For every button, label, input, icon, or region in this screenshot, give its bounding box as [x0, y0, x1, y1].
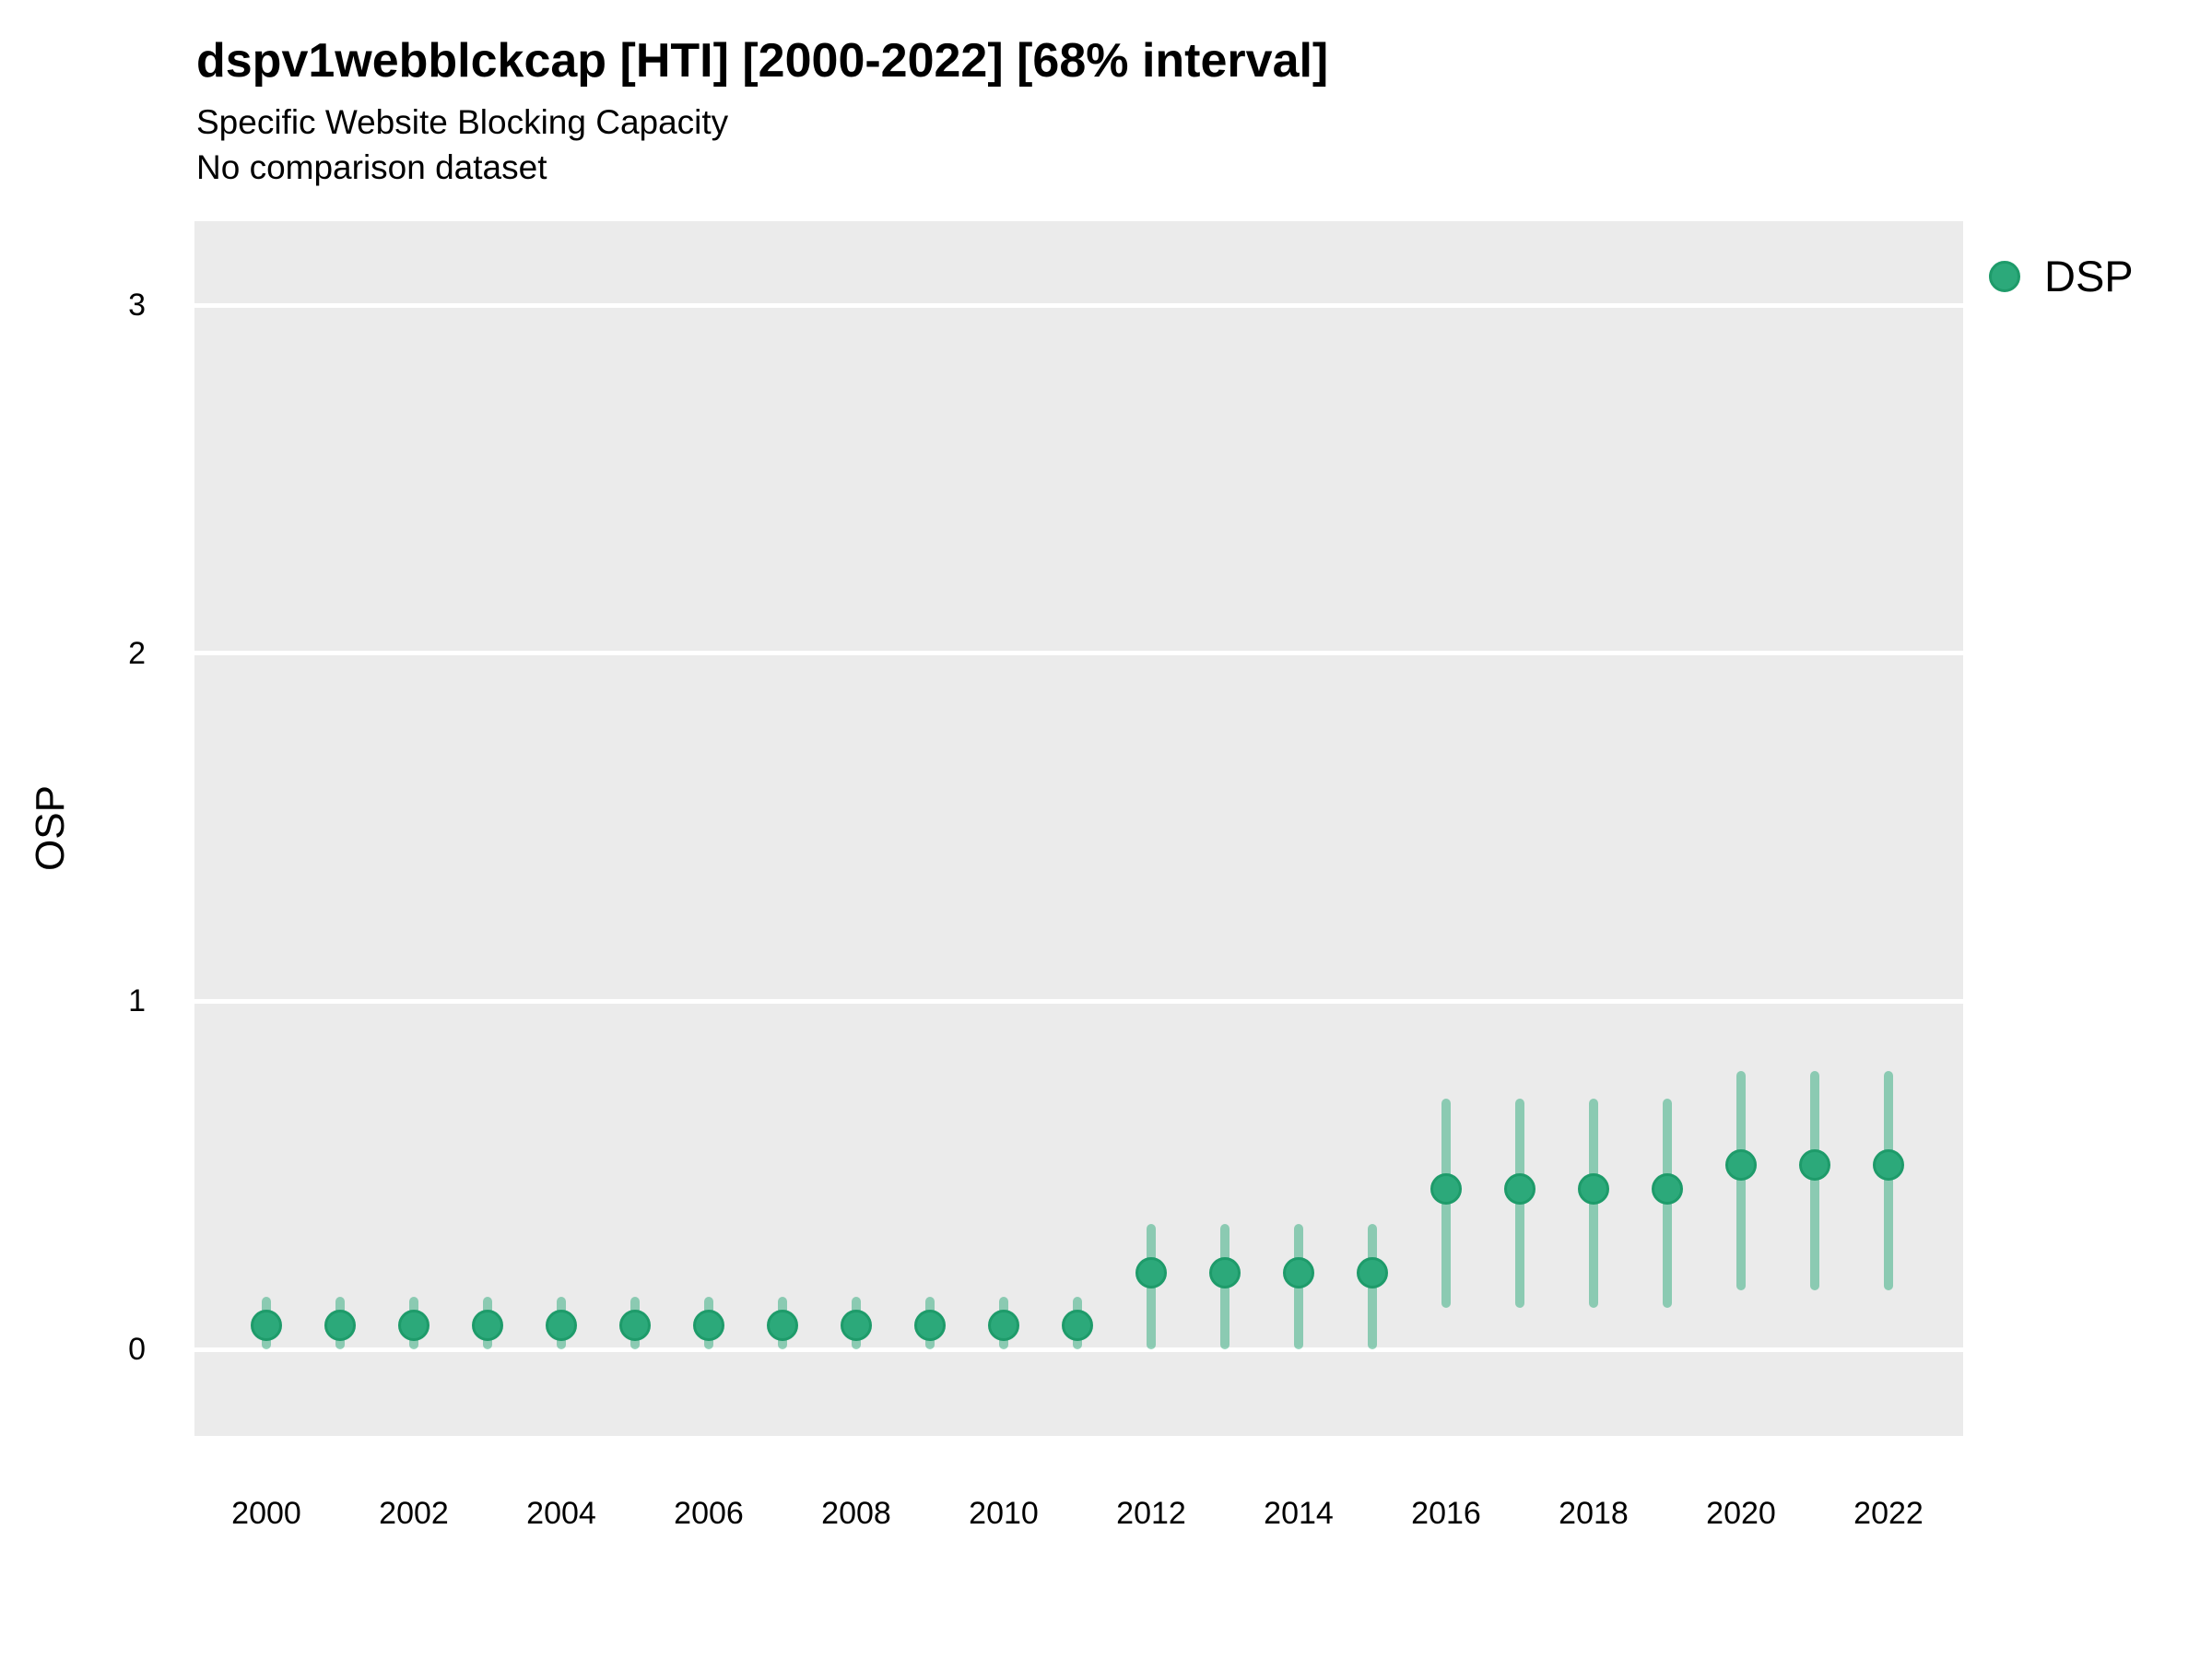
x-tick-label: 2014 [1264, 1496, 1334, 1531]
data-point-2016 [1430, 1173, 1462, 1206]
y-axis-title: OSP [28, 785, 73, 871]
legend: DSP [1989, 251, 2134, 302]
data-point-2000 [251, 1309, 282, 1341]
data-point-2017 [1504, 1173, 1535, 1206]
data-point-2004 [546, 1309, 577, 1341]
x-tick-label: 2000 [231, 1496, 301, 1531]
x-tick-label: 2012 [1116, 1496, 1186, 1531]
plot-panel [194, 221, 1963, 1436]
chart-note: No comparison dataset [196, 148, 547, 186]
data-point-2021 [1799, 1148, 1830, 1181]
data-point-2015 [1357, 1256, 1388, 1288]
x-tick-label: 2022 [1853, 1496, 1924, 1531]
x-tick-label: 2020 [1706, 1496, 1776, 1531]
chart-subtitle: Specific Website Blocking Capacity [196, 103, 729, 141]
x-tick-label: 2008 [821, 1496, 891, 1531]
data-point-2006 [693, 1309, 724, 1341]
data-point-2001 [324, 1309, 356, 1341]
x-tick-label: 2002 [379, 1496, 449, 1531]
chart-title: dspv1webblckcap [HTI] [2000-2022] [68% i… [196, 34, 1329, 88]
data-point-2003 [472, 1309, 503, 1341]
gridline-y-0 [194, 1347, 1963, 1352]
x-tick-label: 2006 [674, 1496, 744, 1531]
data-point-2007 [767, 1309, 798, 1341]
data-point-2011 [1062, 1309, 1093, 1341]
data-point-2009 [914, 1309, 946, 1341]
gridline-y-2 [194, 651, 1963, 656]
data-point-2014 [1283, 1256, 1314, 1288]
data-point-2018 [1578, 1173, 1609, 1206]
data-point-2002 [398, 1309, 429, 1341]
data-point-2013 [1209, 1256, 1241, 1288]
x-tick-label: 2018 [1559, 1496, 1629, 1531]
gridline-y-1 [194, 998, 1963, 1004]
data-point-2008 [841, 1309, 872, 1341]
data-point-2010 [988, 1309, 1019, 1341]
legend-series-label: DSP [2044, 252, 2134, 300]
data-point-2005 [619, 1309, 651, 1341]
y-tick-label: 3 [128, 288, 146, 324]
gridline-y-3 [194, 302, 1963, 308]
data-point-2022 [1873, 1148, 1904, 1181]
y-tick-label: 0 [128, 1332, 146, 1367]
data-point-2019 [1652, 1173, 1683, 1206]
x-tick-label: 2010 [969, 1496, 1039, 1531]
y-tick-label: 2 [128, 635, 146, 671]
data-point-2020 [1725, 1148, 1757, 1181]
y-tick-label: 1 [128, 983, 146, 1019]
x-tick-label: 2016 [1411, 1496, 1481, 1531]
data-point-2012 [1135, 1256, 1167, 1288]
x-tick-label: 2004 [526, 1496, 596, 1531]
legend-point-circle-icon [1989, 261, 2020, 292]
